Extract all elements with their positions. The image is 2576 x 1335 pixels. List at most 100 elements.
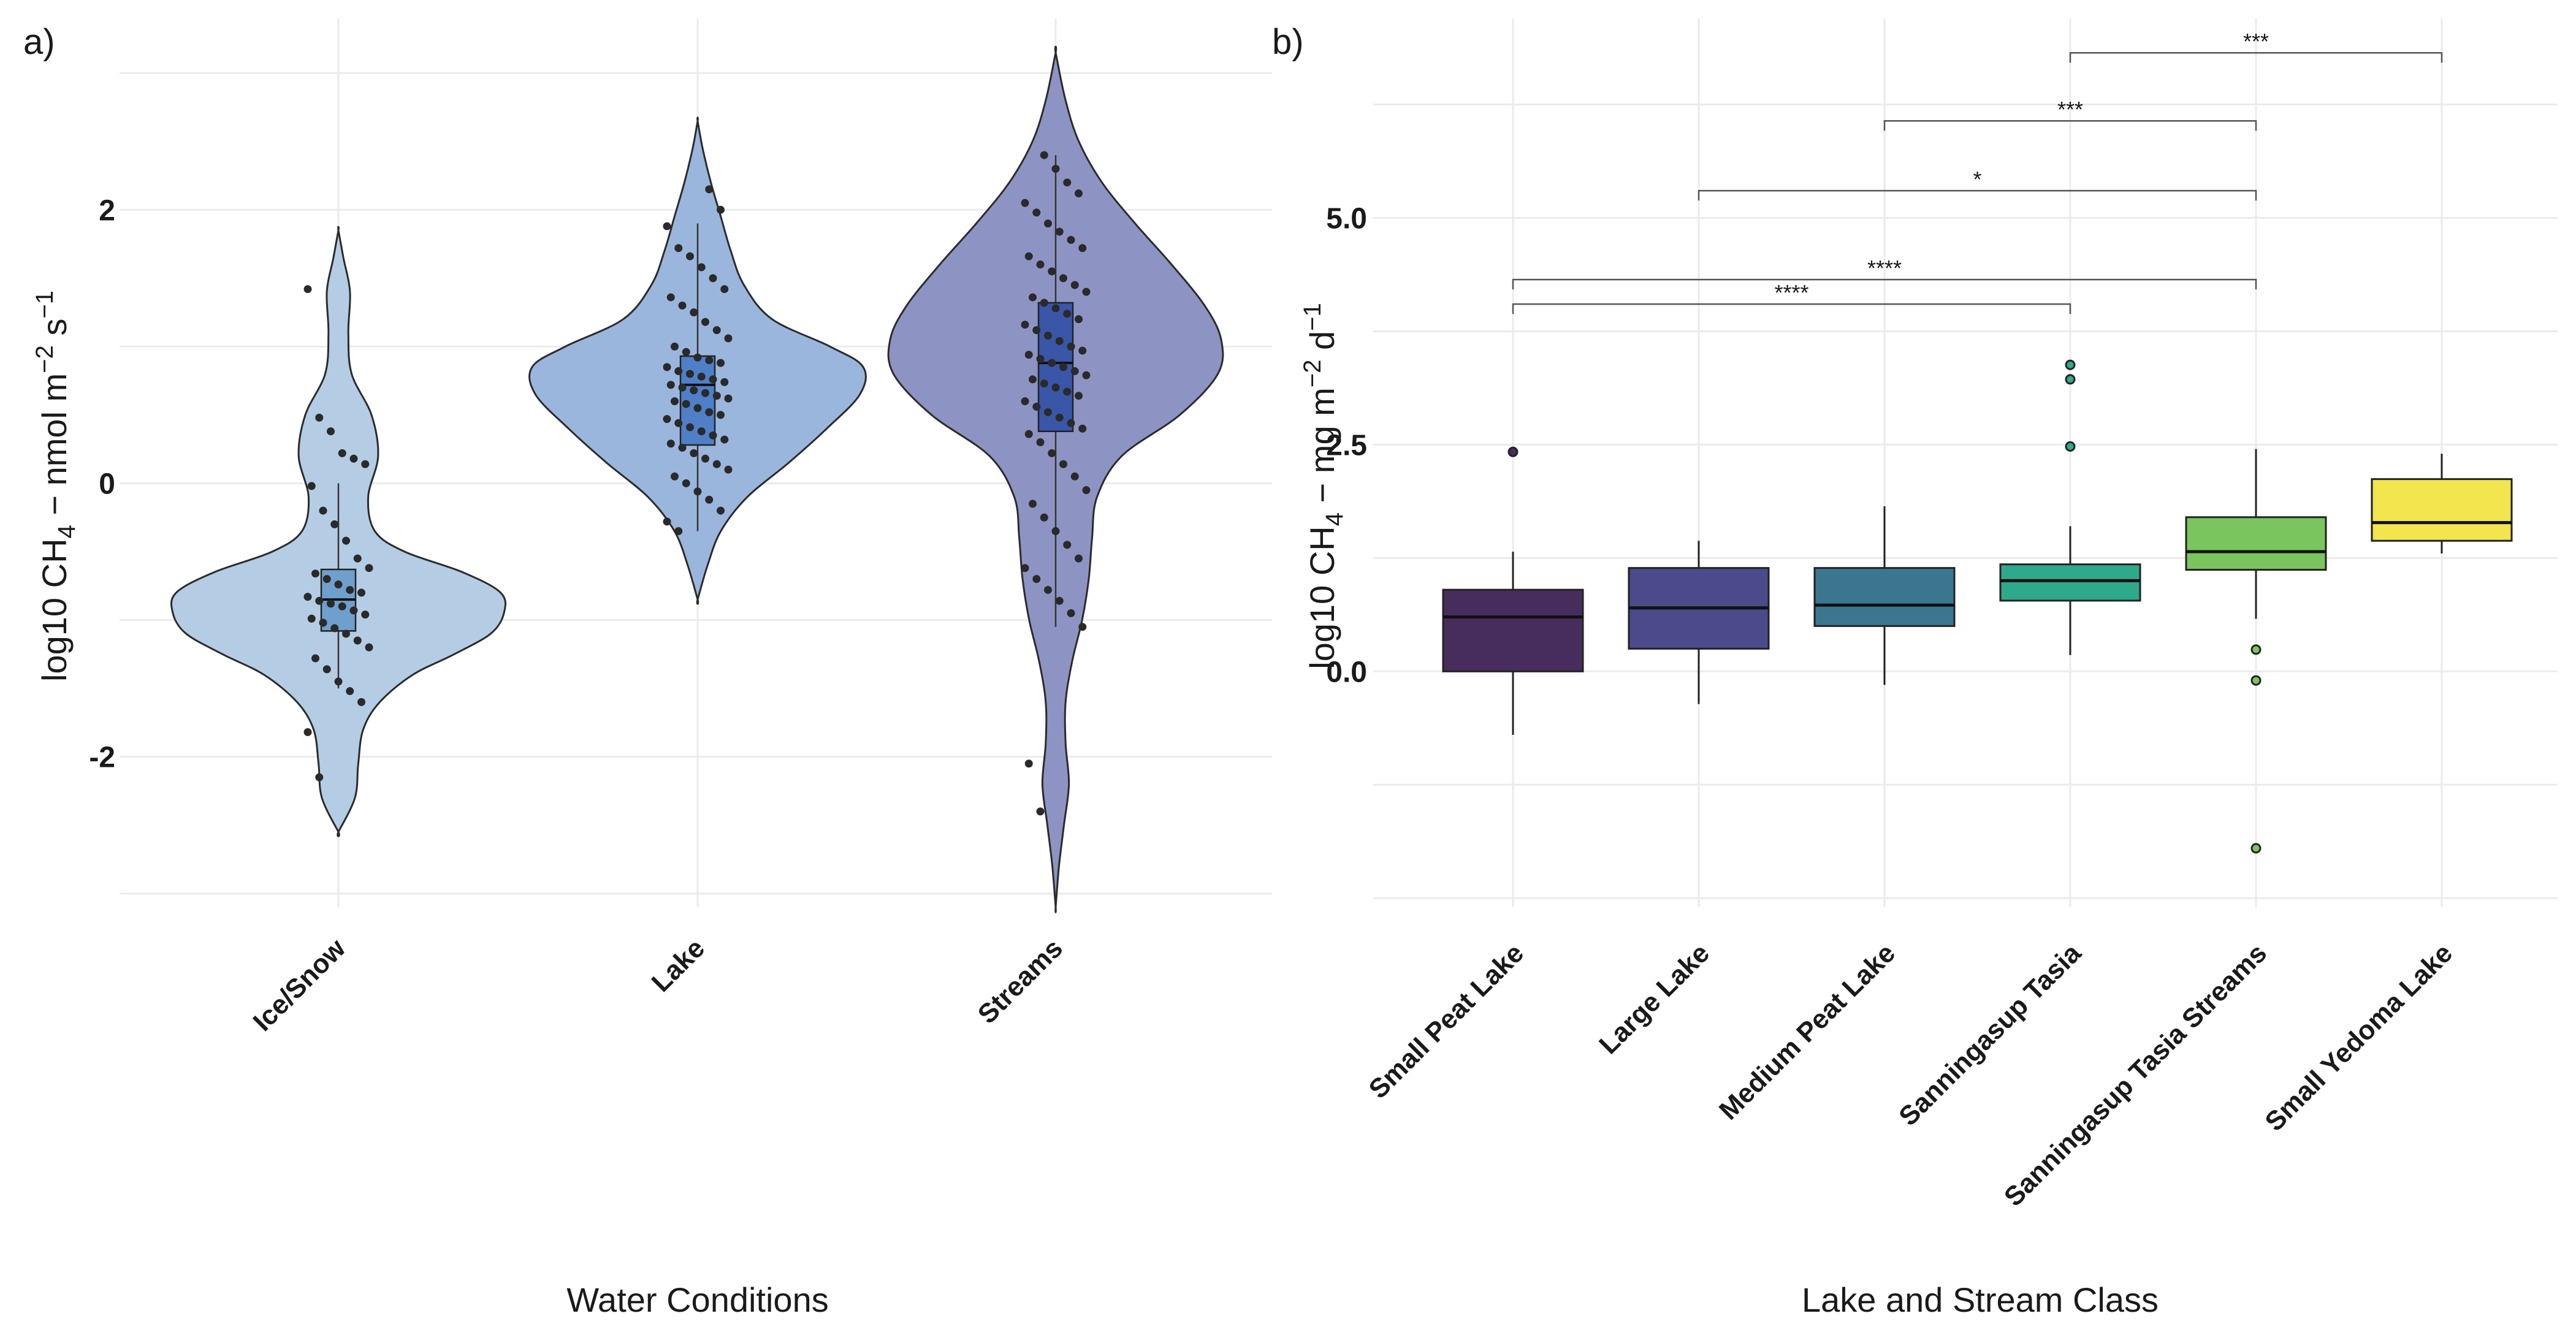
iqr-box — [1442, 588, 1584, 672]
data-point — [682, 348, 690, 356]
data-point — [712, 326, 721, 335]
data-point — [349, 454, 358, 463]
data-point — [717, 359, 725, 367]
data-point — [697, 372, 706, 381]
data-point — [682, 479, 690, 487]
data-point — [311, 569, 319, 578]
data-point — [678, 301, 687, 310]
data-point — [334, 677, 343, 686]
significance-label: **** — [1774, 280, 1808, 305]
data-point — [1059, 460, 1067, 468]
data-point — [663, 517, 671, 526]
data-point — [1070, 472, 1079, 481]
panel-a-violins — [170, 45, 1224, 913]
data-point — [705, 185, 714, 194]
data-point — [697, 263, 706, 272]
data-point — [709, 274, 717, 283]
box-sanningasup-tasia — [1999, 359, 2141, 655]
data-point — [1021, 564, 1029, 572]
data-point — [1055, 337, 1064, 345]
data-point — [353, 636, 362, 645]
bracket-line — [1698, 189, 2257, 201]
data-point — [1044, 408, 1052, 416]
y-tick-label: 2.5 — [1326, 429, 1367, 462]
significance-label: **** — [1867, 256, 1902, 281]
data-point — [663, 222, 671, 230]
data-point — [1063, 541, 1072, 549]
data-point — [686, 252, 694, 261]
panel-a-x-ticks: Ice/Snow Lake Streams — [248, 933, 1069, 1037]
data-point — [1024, 430, 1033, 438]
panel-b-box-chart: b) *************** 0.02.55.0 Small Peat … — [1272, 18, 2558, 1319]
significance-bracket: *** — [1883, 97, 2257, 131]
data-point — [712, 460, 721, 468]
data-point — [1024, 759, 1033, 768]
data-point — [1040, 379, 1048, 388]
iqr-box — [1037, 302, 1074, 432]
data-point — [686, 423, 694, 432]
data-point — [315, 596, 324, 605]
data-point — [682, 400, 690, 408]
y-tick-label: 2 — [99, 194, 115, 227]
data-point — [1029, 375, 1037, 384]
panel-b-y-ticks: 0.0 2.5 5.0 — [1326, 203, 1367, 689]
outlier-point — [2250, 644, 2262, 655]
data-point — [361, 460, 370, 468]
data-point — [666, 293, 675, 302]
bracket-line — [1512, 278, 2257, 290]
data-point — [1044, 585, 1052, 594]
box-sanningasup-tasia-streams — [2185, 449, 2327, 854]
data-point — [1040, 151, 1048, 159]
iqr-box — [2371, 478, 2513, 542]
data-point — [690, 386, 698, 395]
data-point — [1067, 235, 1075, 244]
data-point — [1067, 419, 1075, 427]
data-point — [705, 495, 714, 504]
box-small-peat-lake — [1442, 446, 1584, 735]
x-tick-label: Medium Peat Lake — [1713, 938, 1901, 1125]
data-point — [1036, 438, 1045, 447]
significance-bracket: *** — [2069, 29, 2443, 63]
violin-lake — [528, 116, 867, 605]
data-point — [1078, 623, 1087, 631]
data-point — [1032, 326, 1041, 335]
data-point — [720, 435, 729, 444]
panel-b-label: b) — [1272, 22, 1304, 62]
data-point — [319, 506, 327, 515]
data-point — [1063, 310, 1072, 318]
bracket-line — [2069, 51, 2443, 63]
panel-a-y-ticks: -2 0 2 — [89, 194, 115, 774]
data-point — [1048, 359, 1056, 367]
data-point — [1024, 351, 1033, 359]
data-point — [717, 205, 725, 214]
data-point — [307, 482, 316, 490]
data-point — [697, 427, 706, 436]
data-point — [1082, 486, 1091, 495]
x-tick-label: Large Lake — [1593, 938, 1715, 1060]
significance-label: *** — [2057, 97, 2083, 122]
data-point — [1032, 208, 1041, 217]
data-point — [671, 397, 679, 406]
data-point — [705, 408, 714, 416]
outlier-point — [2250, 843, 2262, 854]
data-point — [674, 527, 683, 536]
data-point — [353, 554, 362, 563]
x-tick-label: Ice/Snow — [248, 933, 352, 1037]
y-tick-label: 0.0 — [1326, 656, 1367, 688]
data-point — [693, 404, 702, 413]
data-point — [322, 575, 331, 584]
data-point — [1075, 315, 1083, 324]
data-point — [693, 353, 702, 362]
y-tick-label: -2 — [89, 742, 115, 774]
data-point — [1075, 554, 1083, 563]
data-point — [1044, 219, 1052, 228]
significance-bracket: **** — [1512, 256, 2257, 290]
panel-b-boxes — [1442, 359, 2513, 854]
y-tick-label: 0 — [99, 468, 115, 500]
outlier-point — [2065, 441, 2076, 452]
outlier-point — [2065, 374, 2076, 385]
data-point — [334, 580, 343, 589]
data-point — [330, 520, 339, 528]
y-tick-label: 5.0 — [1326, 203, 1367, 235]
